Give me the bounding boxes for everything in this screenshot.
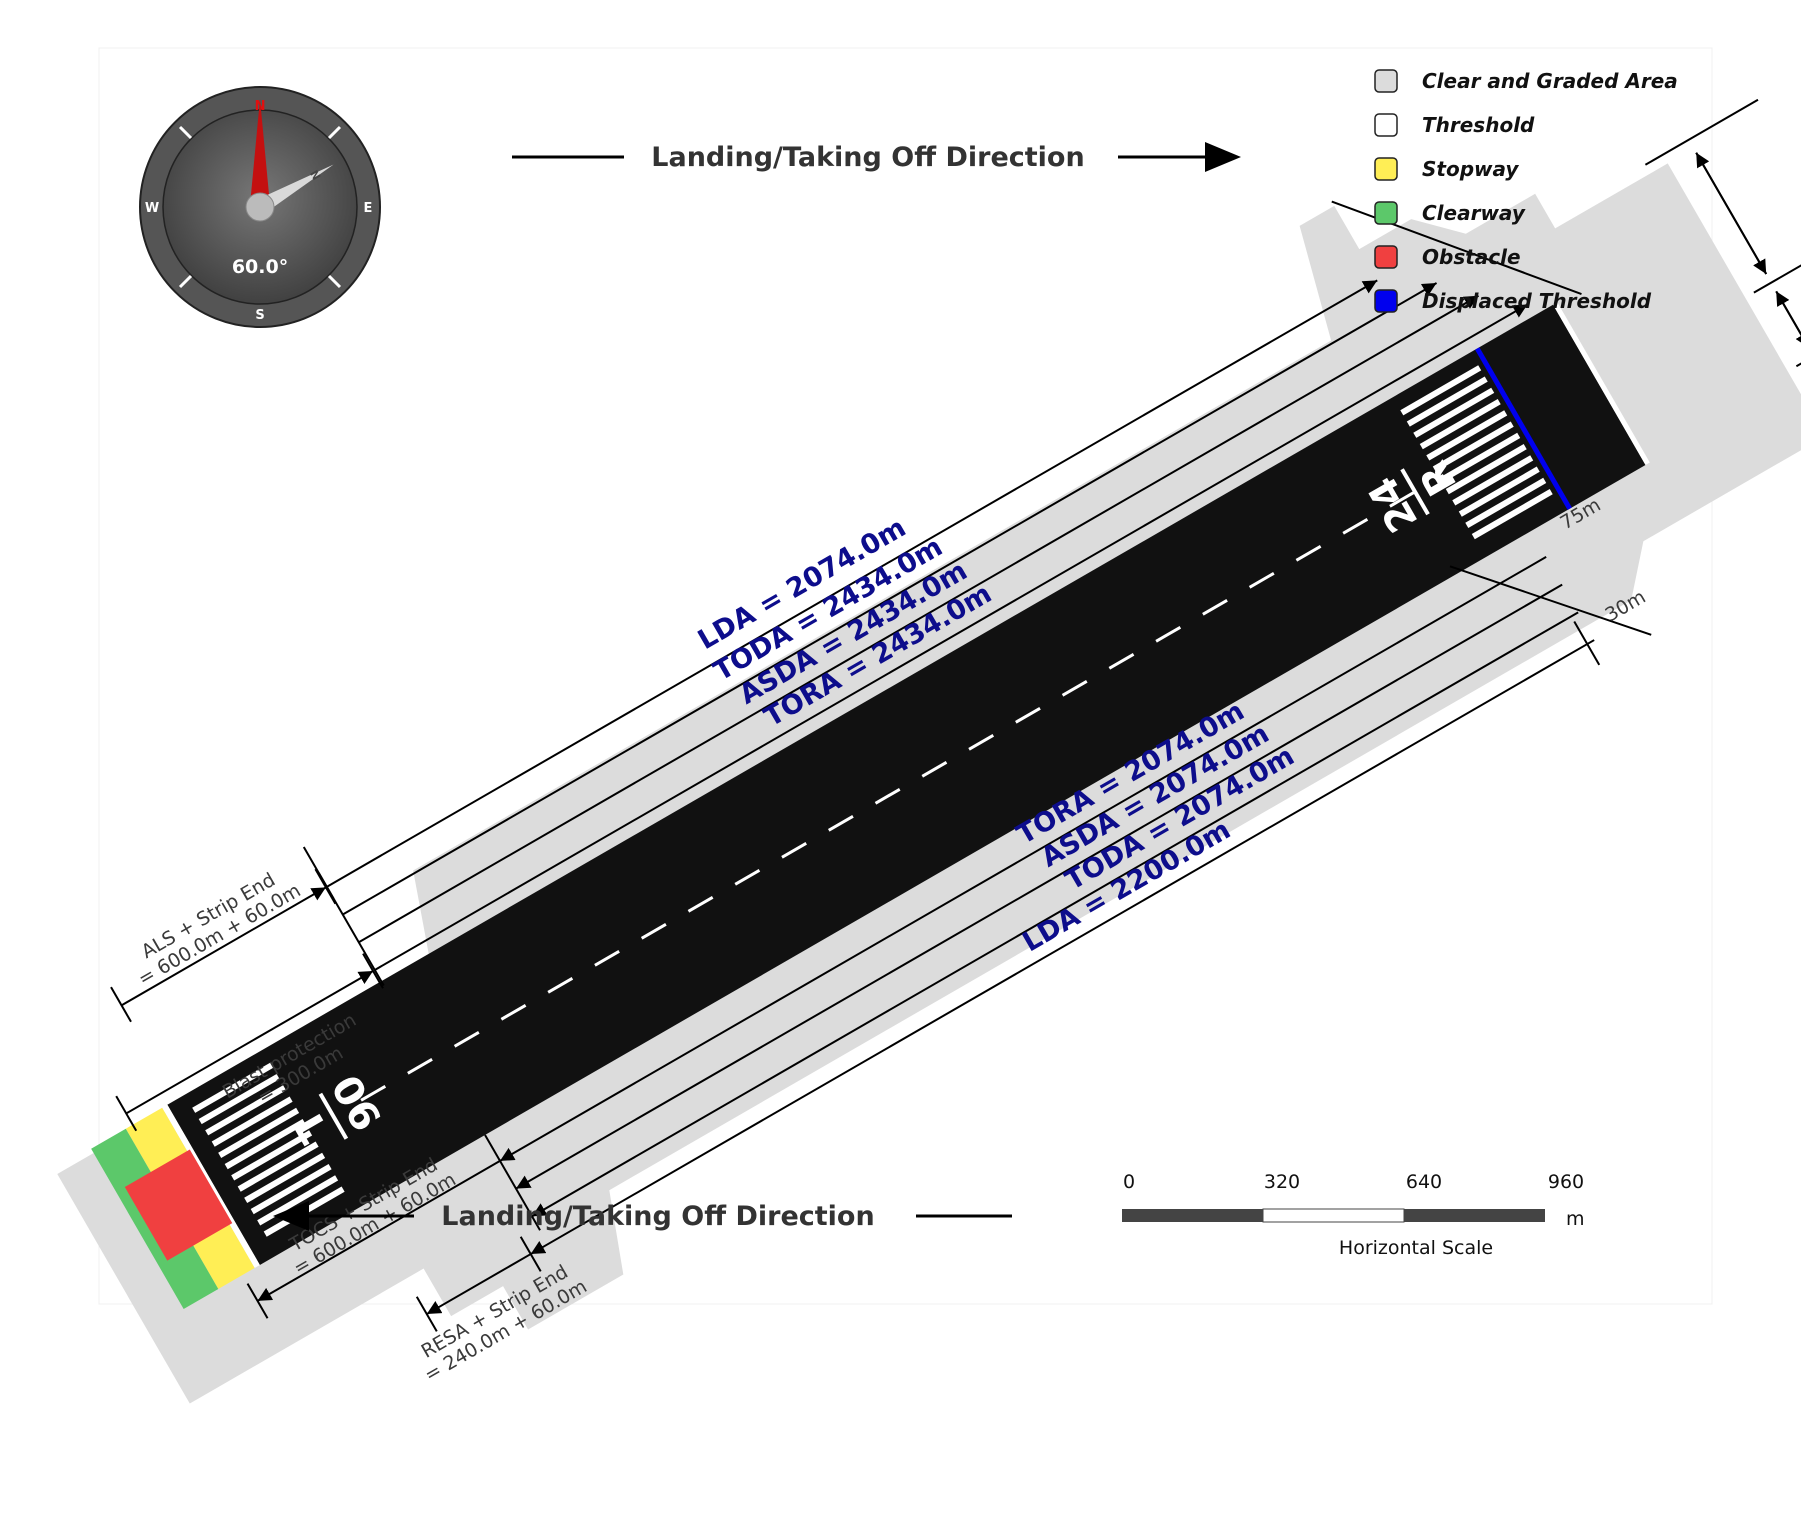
direction-bottom-label: Landing/Taking Off Direction xyxy=(441,1201,874,1232)
legend-label: Stopway xyxy=(1422,157,1519,181)
scale-tick-0: 0 xyxy=(1123,1171,1135,1193)
legend-label: Clear and Graded Area xyxy=(1422,69,1678,93)
scale-label: Horizontal Scale xyxy=(1339,1237,1493,1259)
scale-tick-3: 960 xyxy=(1548,1171,1584,1193)
scale-unit: m xyxy=(1566,1208,1585,1230)
compass-w: W xyxy=(145,201,159,216)
scale-tick-2: 640 xyxy=(1406,1171,1442,1193)
legend-swatch xyxy=(1375,202,1397,224)
legend-swatch xyxy=(1375,114,1397,136)
legend-label: Clearway xyxy=(1422,201,1526,225)
direction-top-arrow xyxy=(1205,142,1241,172)
width-30-line xyxy=(1776,291,1801,347)
legend-swatch xyxy=(1375,158,1397,180)
legend-swatch xyxy=(1375,290,1397,312)
legend-swatch xyxy=(1375,246,1397,268)
compass-e: E xyxy=(364,201,373,216)
scale-seg-1 xyxy=(1122,1209,1263,1222)
legend-label: Displaced Threshold xyxy=(1422,289,1652,313)
scale-tick-1: 320 xyxy=(1264,1171,1300,1193)
legend-label: Obstacle xyxy=(1422,245,1521,269)
legend-swatch xyxy=(1375,70,1397,92)
scale-seg-3 xyxy=(1404,1209,1545,1222)
direction-top: Landing/Taking Off Direction xyxy=(512,142,1241,173)
direction-top-label: Landing/Taking Off Direction xyxy=(651,142,1084,173)
runway-pavement xyxy=(167,305,1645,1265)
compass-hub xyxy=(246,193,274,221)
compass-s: S xyxy=(255,308,264,323)
compass-heading: 60.0° xyxy=(232,256,288,278)
horizontal-scale: 0 320 640 960 m Horizontal Scale xyxy=(1122,1171,1585,1259)
legend-label: Threshold xyxy=(1422,113,1535,137)
scale-seg-2 xyxy=(1263,1209,1404,1222)
compass: N E S W N 60.0° xyxy=(140,87,380,327)
